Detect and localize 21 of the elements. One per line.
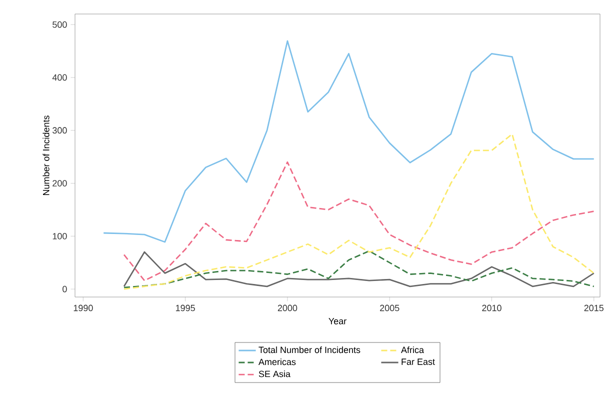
y-tick-label: 500 — [52, 21, 67, 28]
line-series — [102, 40, 595, 243]
legend-label: SE Asia — [258, 370, 290, 378]
x-tick-label: 2000 — [278, 304, 298, 312]
y-tick-label: 0 — [62, 286, 67, 292]
y-tick-label: 400 — [52, 74, 67, 81]
y-tick-label: 100 — [52, 232, 67, 240]
line-series — [123, 161, 595, 282]
x-tick-label: 2005 — [380, 304, 400, 312]
x-axis-title: Year — [328, 318, 346, 324]
x-tick-label: 2010 — [482, 304, 502, 312]
y-tick-label: 200 — [52, 180, 67, 186]
legend-label: Far East — [402, 358, 435, 365]
legend-label: Total Number of Incidents — [258, 346, 360, 354]
x-tick-label: 2015 — [584, 304, 604, 312]
y-tick-label: 300 — [52, 127, 67, 134]
x-tick-label: 1995 — [176, 304, 195, 312]
x-tick-label: 1990 — [74, 304, 93, 312]
legend-label: Americas — [258, 358, 296, 366]
legend-label: Africa — [401, 346, 424, 354]
y-axis-title: Number of Incidents — [42, 116, 50, 196]
